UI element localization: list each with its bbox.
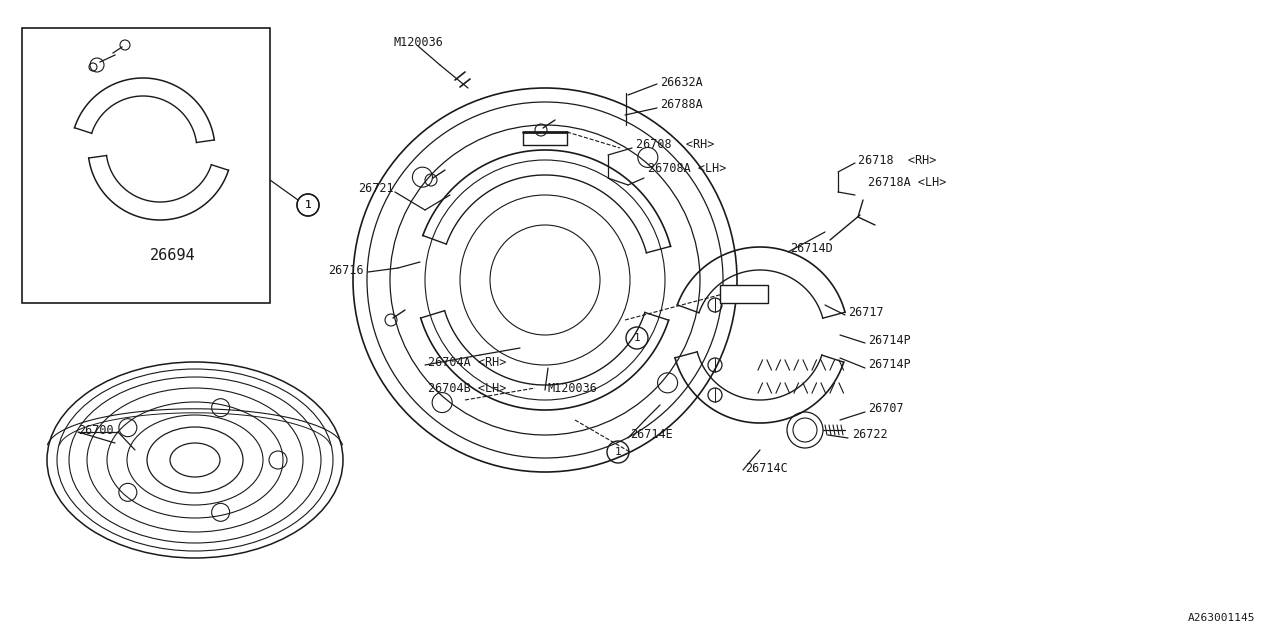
Text: 26717: 26717 [849,305,883,319]
Text: 1: 1 [634,333,640,343]
Text: 1: 1 [305,200,311,210]
Text: 26700: 26700 [78,424,114,436]
Text: 26718A <LH>: 26718A <LH> [868,177,946,189]
Text: 26721: 26721 [358,182,394,195]
Text: 26714E: 26714E [630,429,673,442]
Text: 1: 1 [305,200,311,210]
Text: 26722: 26722 [852,429,887,442]
Text: 26704A <RH>: 26704A <RH> [428,355,507,369]
Text: 26714P: 26714P [868,358,911,371]
Text: 26707: 26707 [868,401,904,415]
Text: 26694: 26694 [150,248,196,262]
Text: 26714D: 26714D [790,241,833,255]
Bar [22,28,270,303]
Text: 1: 1 [614,447,621,457]
Text: A263001145: A263001145 [1188,613,1254,623]
Text: M120036: M120036 [548,381,598,394]
Text: 26716: 26716 [328,264,364,276]
Bar [719,285,768,303]
Text: 26714P: 26714P [868,333,911,346]
Text: 26632A: 26632A [660,76,703,88]
Text: 26708A <LH>: 26708A <LH> [648,161,726,175]
Text: 26718  <RH>: 26718 <RH> [858,154,937,166]
Text: M120036: M120036 [393,35,443,49]
Text: 26714C: 26714C [745,461,787,474]
Text: 26788A: 26788A [660,99,703,111]
Text: 26704B <LH>: 26704B <LH> [428,381,507,394]
Text: 26708  <RH>: 26708 <RH> [636,138,714,152]
